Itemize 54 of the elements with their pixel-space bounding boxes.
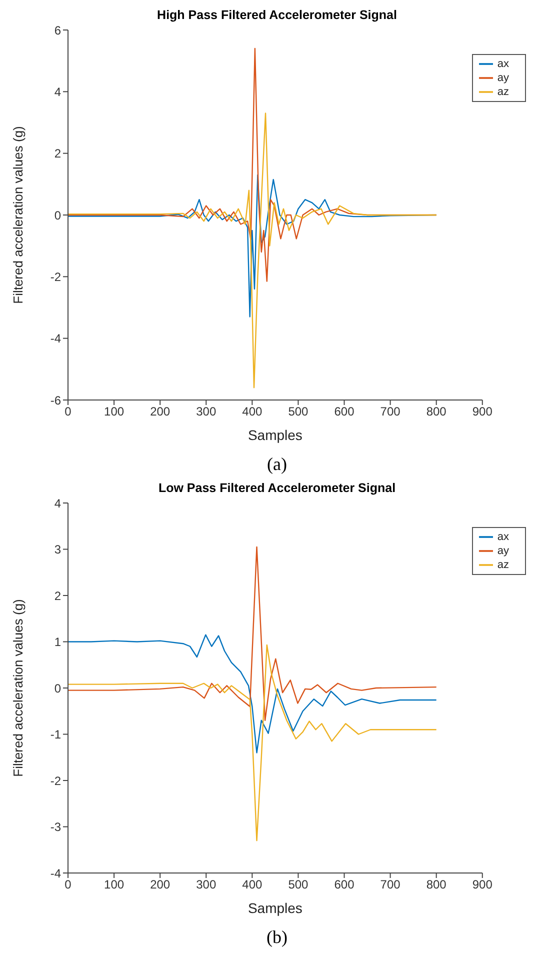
legend-label: az	[497, 558, 509, 571]
y-tick-label: 0	[54, 208, 62, 222]
x-axis-title: Samples	[248, 900, 302, 916]
x-tick-label: 700	[380, 404, 401, 419]
legend-label: ay	[497, 72, 509, 84]
line-series	[68, 546, 437, 721]
legend-label: az	[497, 86, 509, 98]
y-axis-title: Filtered acceleration values (g)	[10, 126, 26, 304]
x-axis-title: Samples	[248, 427, 302, 443]
legend-label: ay	[497, 544, 509, 557]
x-tick-label: 200	[150, 878, 170, 892]
y-tick-label: 4	[54, 496, 62, 510]
y-tick-label: -4	[50, 866, 62, 880]
y-tick-label: 0	[54, 681, 62, 696]
x-tick-label: 500	[288, 404, 309, 419]
y-tick-label: -1	[50, 728, 62, 742]
legend-label: ax	[497, 530, 509, 543]
line-series	[68, 634, 437, 754]
chart-title: Low Pass Filtered Accelerometer Signal	[157, 481, 397, 497]
x-tick-label: 800	[426, 878, 447, 892]
y-tick-label: -4	[50, 332, 62, 346]
y-tick-label: 3	[54, 542, 62, 557]
x-tick-label: 400	[242, 404, 262, 419]
y-tick-label: 2	[54, 146, 62, 161]
x-tick-label: 600	[334, 404, 355, 419]
x-tick-label: 300	[196, 878, 216, 892]
x-tick-label: 800	[426, 404, 447, 419]
y-tick-label: 1	[54, 635, 62, 650]
text: (b)	[266, 927, 288, 948]
y-tick-label: -2	[50, 270, 62, 284]
x-tick-label: 900	[472, 878, 493, 892]
y-axis-title: Filtered acceleration values (g)	[10, 599, 26, 777]
x-tick-label: 0	[64, 878, 72, 892]
y-tick-label: 2	[54, 588, 62, 603]
x-tick-label: 200	[150, 404, 170, 419]
x-tick-label: 0	[64, 404, 72, 419]
x-tick-label: 700	[380, 878, 401, 892]
text: (a)	[266, 454, 288, 475]
x-tick-label: 900	[472, 404, 493, 419]
x-tick-label: 300	[196, 404, 216, 419]
x-tick-label: 400	[242, 878, 262, 892]
y-tick-label: 6	[54, 23, 62, 38]
y-tick-label: 4	[54, 84, 62, 99]
y-tick-label: -6	[50, 393, 62, 408]
legend-label: ax	[497, 58, 509, 70]
y-tick-label: -3	[50, 820, 62, 834]
x-tick-label: 500	[288, 878, 309, 892]
x-tick-label: 100	[104, 878, 124, 892]
x-tick-label: 100	[104, 404, 124, 419]
line-series	[68, 644, 437, 842]
y-tick-label: -2	[50, 774, 62, 788]
line-series	[68, 112, 437, 388]
chart-title: High Pass Filtered Accelerometer Signal	[156, 8, 398, 24]
x-tick-label: 600	[334, 878, 355, 892]
